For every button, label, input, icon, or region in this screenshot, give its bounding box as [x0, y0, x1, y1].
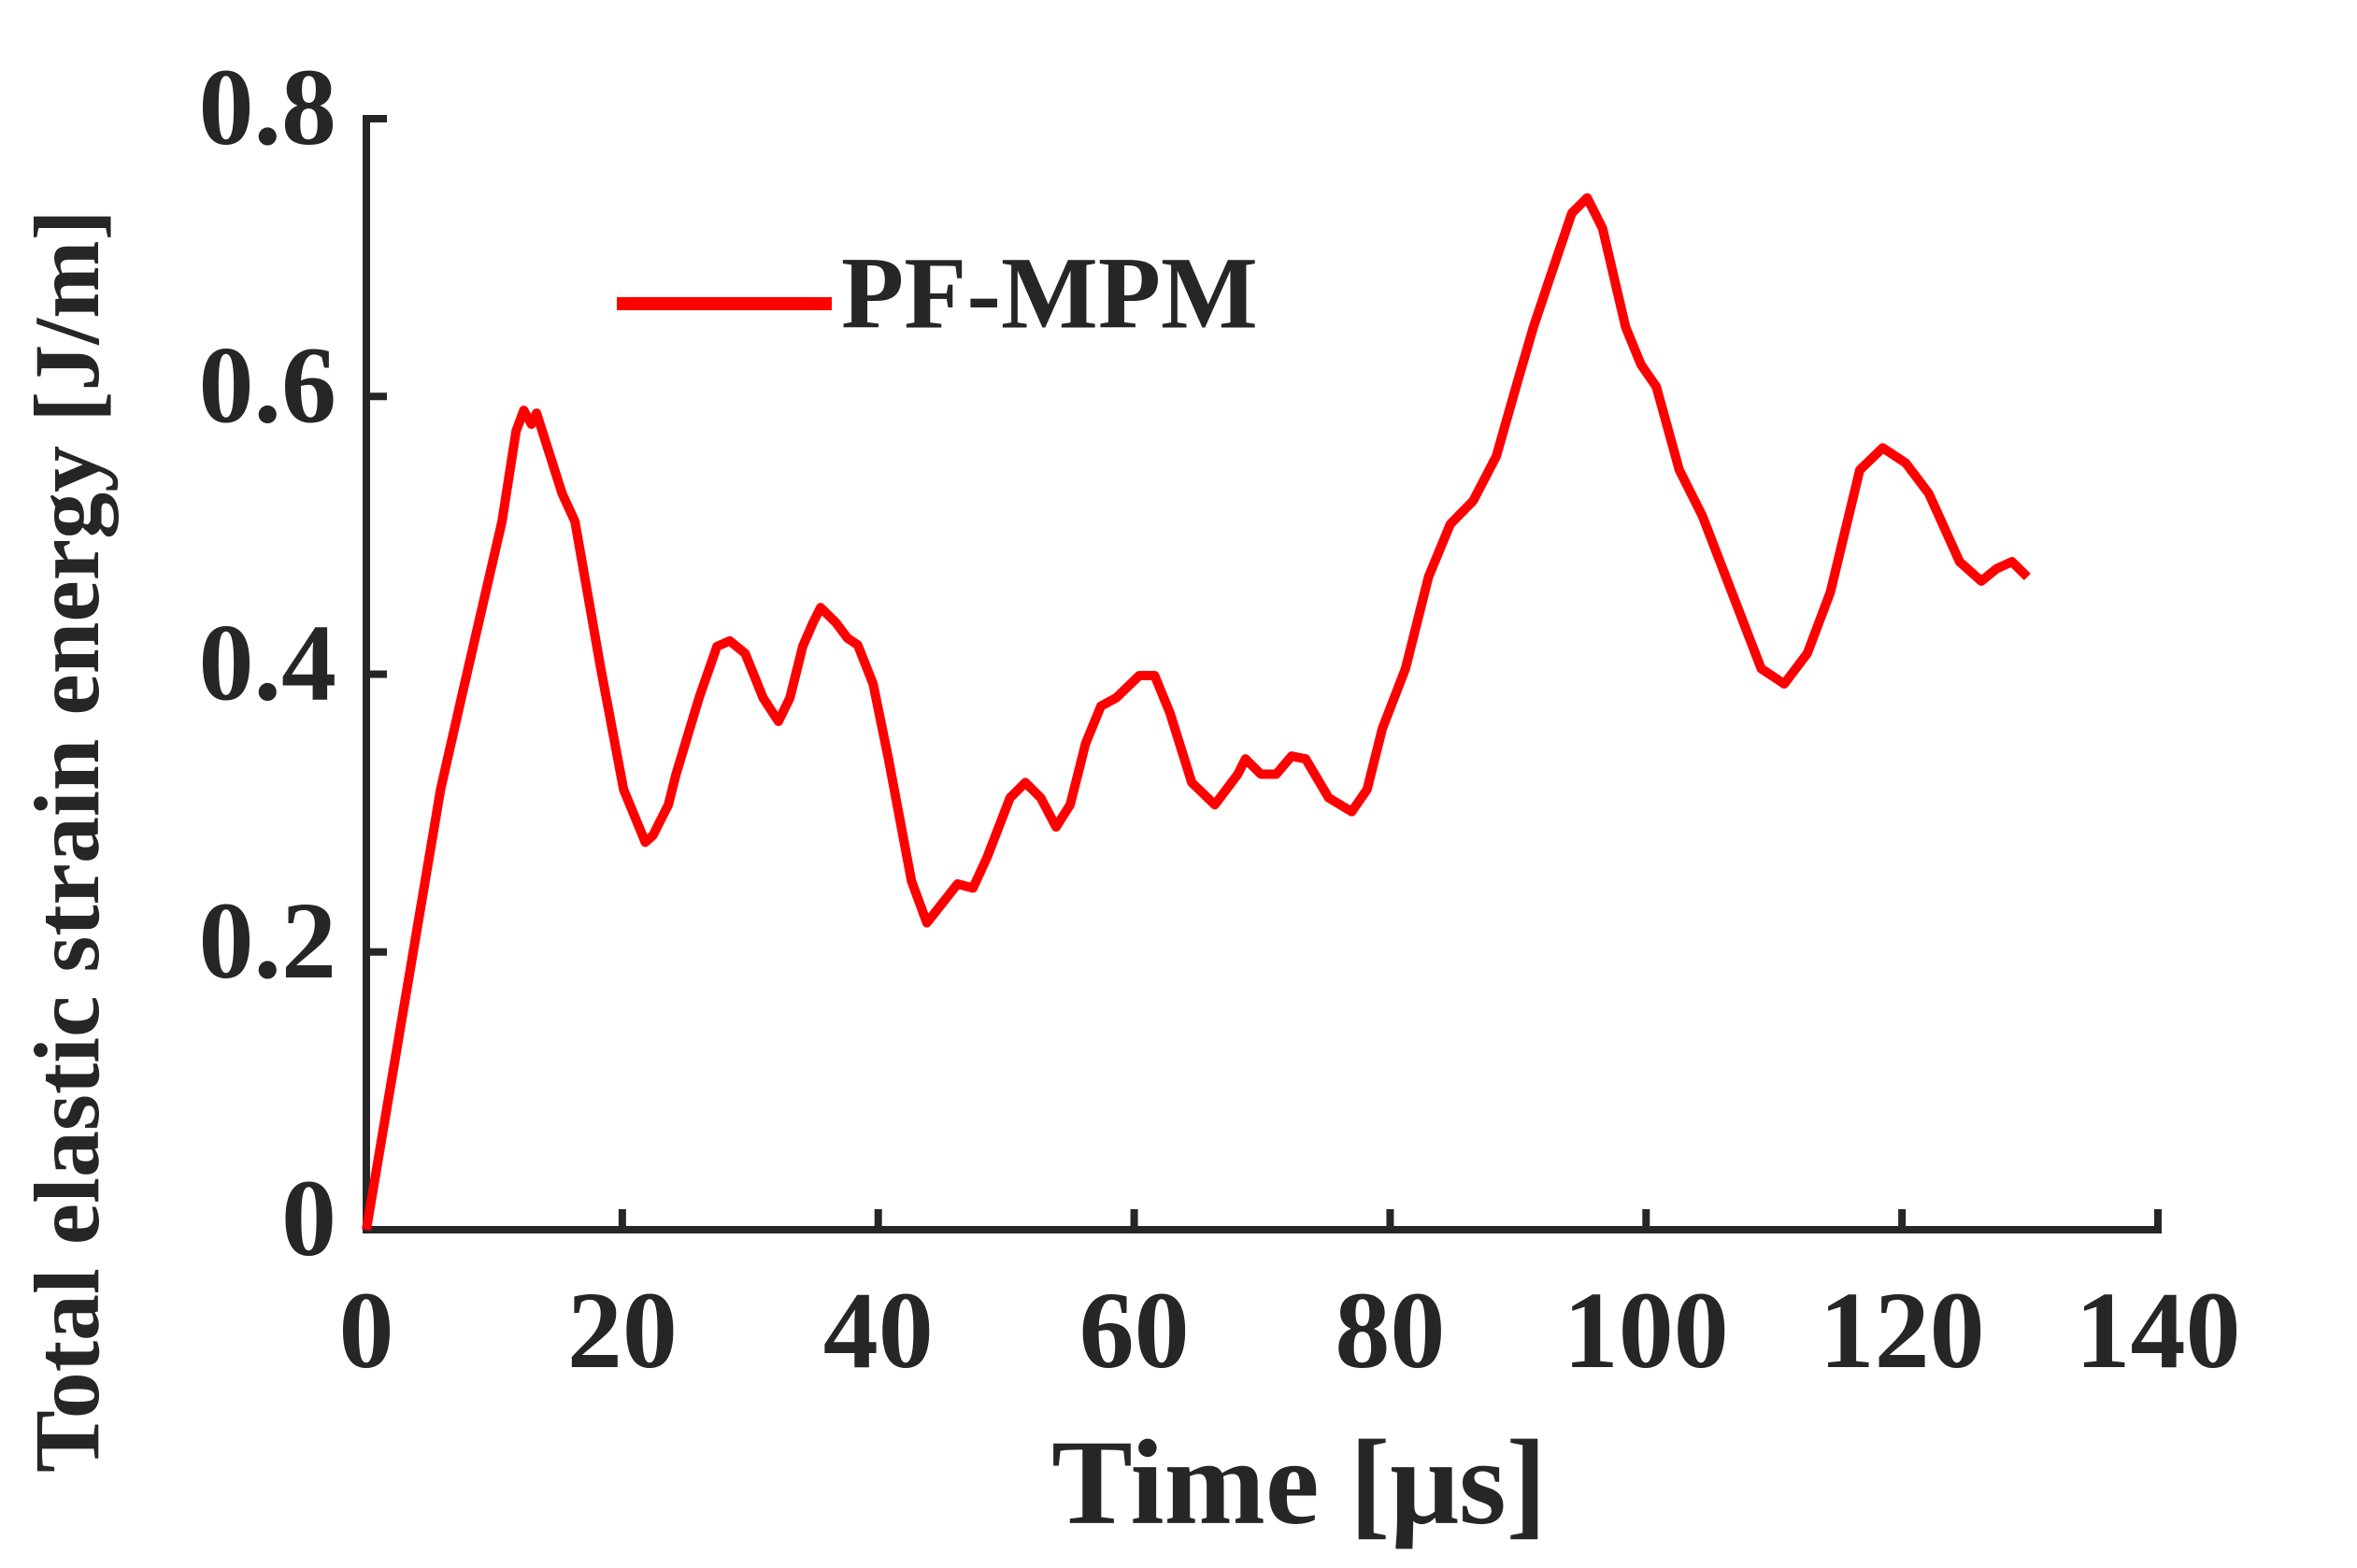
x-tick-label: 80 [1335, 1269, 1445, 1391]
y-tick-label: 0.2 [199, 879, 337, 1002]
y-tick-label: 0.6 [199, 323, 337, 446]
data-line [362, 192, 2031, 1231]
x-tick-label: 20 [567, 1269, 678, 1391]
x-tick-label: 0 [339, 1269, 394, 1391]
y-tick-label: 0.8 [199, 46, 337, 168]
y-tick-label: 0.4 [199, 602, 337, 724]
x-axis-label: Time [μs] [1051, 1416, 1547, 1550]
legend-label: PF-MPM [841, 235, 1258, 349]
x-tick-label: 120 [1820, 1269, 1985, 1391]
x-tick-label: 140 [2076, 1269, 2241, 1391]
x-tick-label: 40 [823, 1269, 934, 1391]
y-tick-label: 0 [281, 1157, 336, 1279]
x-tick-label: 60 [1079, 1269, 1190, 1391]
x-tick-label: 100 [1564, 1269, 1729, 1391]
y-axis-label: Total elastic strain energy [J/m] [15, 209, 119, 1473]
